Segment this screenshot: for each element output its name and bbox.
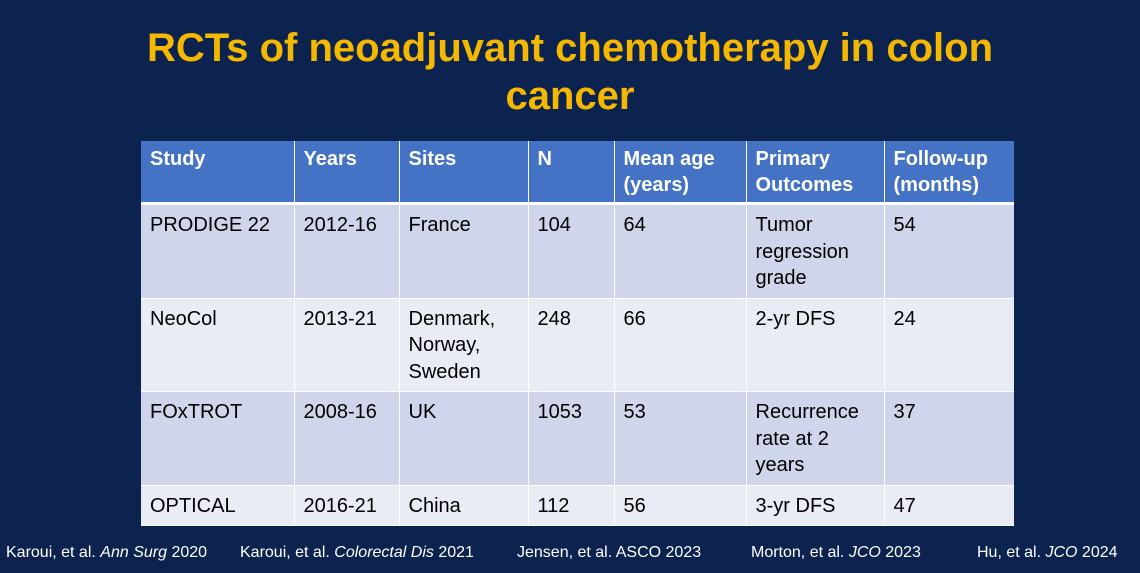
cell-sites: UK (399, 391, 529, 486)
reference-morton-2023: Morton, et al. JCO 2023 (751, 544, 921, 561)
cell-outcomes: 3-yr DFS (746, 485, 885, 526)
cell-sites: China (399, 485, 529, 526)
header-n: N (528, 141, 615, 205)
table-header-row: Study Years Sites N Mean age (years) Prim… (141, 141, 1014, 205)
header-study: Study (141, 141, 295, 205)
table-row: OPTICAL 2016-21 China 112 56 3-yr DFS 47 (141, 485, 1014, 526)
cell-mean-age: 53 (614, 391, 747, 486)
header-mean-age: Mean age (years) (614, 141, 747, 205)
cell-mean-age: 56 (614, 485, 747, 526)
table-row: NeoCol 2013-21 Denmark, Norway, Sweden 248… (141, 298, 1014, 392)
cell-n: 112 (528, 485, 615, 526)
cell-n: 248 (528, 298, 615, 392)
cell-years: 2012-16 (294, 203, 400, 299)
cell-mean-age: 64 (614, 203, 747, 299)
table-row: PRODIGE 22 2012-16 France 104 64 Tumor re… (141, 203, 1014, 299)
cell-outcomes: 2-yr DFS (746, 298, 885, 392)
cell-follow-up: 24 (884, 298, 1014, 392)
reference-karoui-2021: Karoui, et al. Colorectal Dis 2021 (240, 544, 474, 561)
cell-mean-age: 66 (614, 298, 747, 392)
cell-outcomes: Recurrence rate at 2 years (746, 391, 885, 486)
cell-sites: Denmark, Norway, Sweden (399, 298, 529, 392)
cell-sites: France (399, 203, 529, 299)
table-row: FOxTROT 2008-16 UK 1053 53 Recurrence rat… (141, 391, 1014, 486)
cell-study: FOxTROT (141, 391, 295, 486)
cell-outcomes: Tumor regression grade (746, 203, 885, 299)
cell-n: 104 (528, 203, 615, 299)
cell-study: NeoCol (141, 298, 295, 392)
references: Karoui, et al. Ann Surg 2020 Karoui, et … (0, 543, 1140, 563)
cell-years: 2008-16 (294, 391, 400, 486)
reference-hu-2024: Hu, et al. JCO 2024 (977, 544, 1118, 561)
cell-follow-up: 37 (884, 391, 1014, 486)
header-sites: Sites (399, 141, 529, 205)
cell-follow-up: 47 (884, 485, 1014, 526)
slide-title-line2: cancer (505, 74, 635, 118)
cell-study: OPTICAL (141, 485, 295, 526)
slide-title: RCTs of neoadjuvant chemotherapy in colo… (0, 24, 1140, 120)
header-primary-outcomes: Primary Outcomes (746, 141, 885, 205)
header-follow-up: Follow-up (months) (884, 141, 1014, 205)
cell-follow-up: 54 (884, 203, 1014, 299)
rct-table: Study Years Sites N Mean age (years) Prim… (141, 141, 1014, 526)
cell-years: 2013-21 (294, 298, 400, 392)
slide-title-line1: RCTs of neoadjuvant chemotherapy in colo… (146, 26, 993, 70)
header-years: Years (294, 141, 400, 205)
cell-study: PRODIGE 22 (141, 203, 295, 299)
cell-n: 1053 (528, 391, 615, 486)
cell-years: 2016-21 (294, 485, 400, 526)
reference-jensen-2023: Jensen, et al. ASCO 2023 (517, 544, 702, 561)
reference-karoui-2020: Karoui, et al. Ann Surg 2020 (6, 544, 208, 561)
